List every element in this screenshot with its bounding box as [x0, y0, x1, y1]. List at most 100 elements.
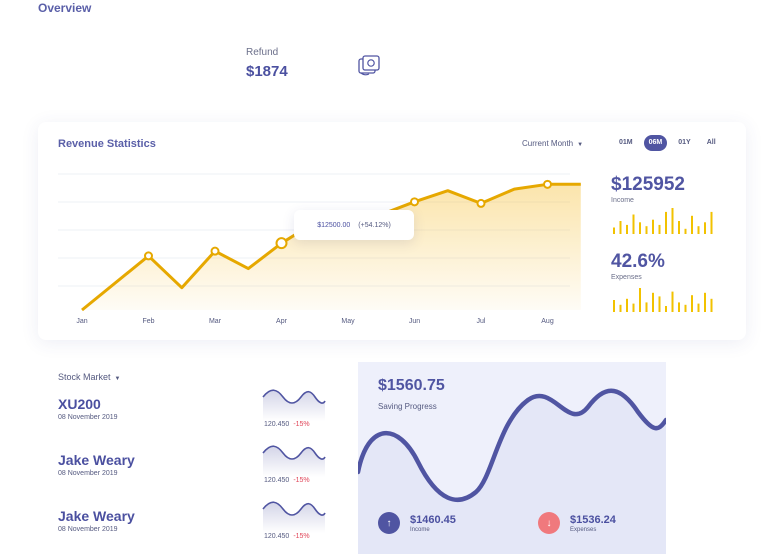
expenses-mini-bar-chart — [613, 288, 713, 312]
x-tick-label: May — [341, 318, 355, 325]
stock-change: -15% — [293, 533, 310, 540]
tab-01y[interactable]: 01Y — [678, 139, 691, 146]
stock-name: Jake Weary — [58, 452, 135, 468]
mini-bar — [691, 295, 693, 312]
mini-bar — [658, 224, 661, 234]
period-select[interactable]: Current Month ▼ — [522, 139, 583, 148]
mini-bar — [639, 222, 641, 234]
mini-bar — [652, 292, 654, 312]
x-tick-label: Jul — [477, 318, 486, 325]
stock-sparkline — [262, 389, 326, 421]
stock-date: 08 November 2019 — [58, 526, 118, 533]
stock-sparkline — [262, 445, 326, 477]
money-refund-icon — [358, 55, 380, 76]
tab-01m[interactable]: 01M — [619, 139, 633, 146]
tooltip-value: $12500.00 — [317, 221, 351, 229]
mini-bar — [710, 298, 713, 312]
data-point[interactable] — [144, 251, 153, 261]
mini-bar — [671, 208, 674, 234]
income-stat: $125952 Income — [611, 174, 685, 204]
expenses-value: 42.6% — [611, 251, 665, 272]
data-point[interactable] — [410, 197, 419, 207]
tab-all[interactable]: All — [706, 139, 716, 146]
tab-06m[interactable]: 06M — [643, 135, 668, 151]
mini-bar — [613, 300, 615, 312]
stock-item[interactable]: Jake Weary 08 November 2019 120.450 -15% — [58, 501, 338, 548]
x-tick-label: Jan — [76, 318, 87, 325]
saving-progress-card: $1560.75 Saving Progress ↑ $1460.45 Inco… — [358, 362, 666, 554]
mini-bar — [639, 288, 641, 312]
stock-date: 08 November 2019 — [58, 414, 118, 421]
mini-bar — [697, 226, 700, 234]
stock-market-label: Stock Market — [58, 372, 111, 382]
mini-bar — [678, 302, 680, 312]
mini-bar — [704, 222, 706, 234]
income-label: Income — [611, 197, 634, 204]
stock-market-select[interactable]: Stock Market ▼ — [58, 372, 120, 382]
mini-bar — [665, 211, 667, 234]
saving-wave-chart — [358, 388, 666, 554]
mini-bar — [710, 211, 713, 234]
chevron-down-icon: ▼ — [114, 376, 121, 382]
saving-expenses: ↓ $1536.24 Expenses — [538, 512, 616, 534]
data-point[interactable] — [275, 237, 288, 250]
stock-item[interactable]: Jake Weary 08 November 2019 120.450 -15% — [58, 445, 338, 492]
mini-bar — [626, 298, 628, 312]
mini-bar — [704, 292, 706, 312]
stock-change: -15% — [293, 477, 310, 484]
expenses-label: Expenses — [611, 274, 642, 281]
stock-item[interactable]: XU200 08 November 2019 120.450 -15% — [58, 389, 338, 436]
x-tick-label: Mar — [209, 318, 222, 325]
mini-bar — [619, 221, 622, 234]
income-value: $125952 — [611, 174, 685, 195]
saving-amount: $1560.75 — [378, 377, 445, 394]
revenue-line-chart: Jan Feb Mar Apr May Jun Jul Aug — [58, 173, 581, 325]
stock-name: XU200 — [58, 396, 101, 412]
mini-bar — [626, 224, 628, 234]
stock-price: 120.450 -15% — [264, 421, 310, 428]
mini-bar — [697, 303, 700, 312]
mini-bar — [619, 304, 622, 312]
mini-bar — [691, 215, 693, 234]
refund-label: Refund — [246, 47, 279, 58]
income-mini-bar-chart — [613, 208, 713, 234]
tooltip-change: (+54.12%) — [358, 221, 391, 229]
mini-bar — [632, 303, 635, 312]
x-tick-label: Aug — [541, 318, 554, 325]
stock-change: -15% — [293, 421, 310, 428]
period-select-label: Current Month — [522, 139, 574, 148]
saving-label: Saving Progress — [378, 402, 437, 411]
stock-name: Jake Weary — [58, 508, 135, 524]
stock-price: 120.450 -15% — [264, 477, 310, 484]
x-tick-label: Apr — [276, 318, 288, 325]
mini-bar — [684, 304, 687, 312]
saving-income-value: $1460.45 — [410, 513, 456, 526]
stock-price-value: 120.450 — [264, 533, 290, 540]
refund-summary: Refund $1874 — [246, 47, 288, 80]
data-point[interactable] — [543, 179, 552, 189]
revenue-title: Revenue Statistics — [58, 138, 156, 150]
refund-value: $1874 — [246, 63, 288, 80]
mini-bar — [645, 302, 648, 312]
page-title: Overview — [38, 1, 92, 15]
stock-price-value: 120.450 — [264, 477, 290, 484]
revenue-statistics-card: Revenue Statistics Current Month ▼ 01M 06… — [38, 122, 746, 340]
saving-expenses-value: $1536.24 — [570, 513, 616, 526]
mini-bar — [684, 228, 687, 234]
arrow-up-icon: ↑ — [378, 512, 400, 534]
mini-bar — [613, 227, 615, 234]
saving-income: ↑ $1460.45 Income — [378, 512, 456, 534]
expenses-stat: 42.6% Expenses — [611, 251, 665, 281]
stock-sparkline — [262, 501, 326, 533]
mini-bar — [671, 291, 674, 312]
stock-date: 08 November 2019 — [58, 470, 118, 477]
data-point[interactable] — [210, 246, 220, 256]
saving-income-label: Income — [410, 526, 430, 533]
mini-bar — [645, 226, 648, 234]
data-point[interactable] — [476, 198, 486, 208]
stock-price: 120.450 -15% — [264, 533, 310, 540]
mini-bar — [678, 221, 680, 234]
mini-bar — [658, 296, 661, 312]
mini-bar — [632, 214, 635, 234]
mini-bar — [652, 219, 654, 234]
